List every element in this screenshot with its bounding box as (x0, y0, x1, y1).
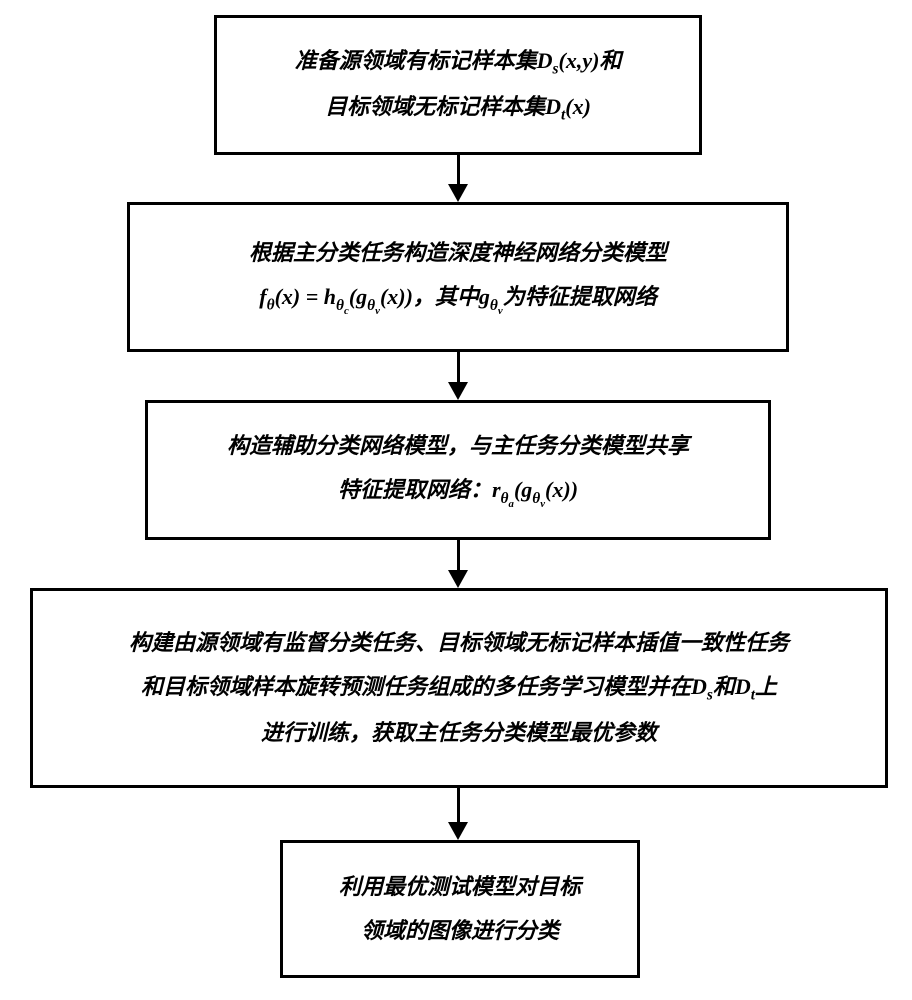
node-5-line-1: 利用最优测试模型对目标 (339, 865, 581, 909)
flow-node-4: 构建由源领域有监督分类任务、目标领域无标记样本插值一致性任务 和目标领域样本旋转… (30, 588, 888, 788)
node-4-line-2: 和目标领域样本旋转预测任务组成的多任务学习模型并在Ds和Dt上 (141, 665, 777, 711)
arrow-1-2-head (448, 184, 468, 202)
arrow-2-3-head (448, 382, 468, 400)
flow-node-3: 构造辅助分类网络模型，与主任务分类模型共享 特征提取网络：rθa(gθv(x)) (145, 400, 771, 540)
node-3-line-2: 特征提取网络：rθa(gθv(x)) (338, 468, 578, 515)
node-4-line-1: 构建由源领域有监督分类任务、目标领域无标记样本插值一致性任务 (129, 621, 789, 665)
flow-node-5: 利用最优测试模型对目标 领域的图像进行分类 (280, 840, 640, 978)
flow-node-2: 根据主分类任务构造深度神经网络分类模型 fθ(x) = hθc(gθv(x))，… (127, 202, 789, 352)
flow-node-1: 准备源领域有标记样本集Ds(x,y)和 目标领域无标记样本集Dt(x) (214, 15, 702, 155)
node-3-line-1: 构造辅助分类网络模型，与主任务分类模型共享 (227, 424, 689, 468)
arrow-3-4-head (448, 570, 468, 588)
arrow-3-4-shaft (457, 540, 460, 573)
arrow-1-2-shaft (457, 155, 460, 187)
arrow-4-5-shaft (457, 788, 460, 825)
node-1-line-2: 目标领域无标记样本集Dt(x) (325, 85, 591, 131)
arrow-2-3-shaft (457, 352, 460, 385)
node-1-line-1: 准备源领域有标记样本集Ds(x,y)和 (295, 39, 622, 85)
node-4-line-3: 进行训练，获取主任务分类模型最优参数 (261, 711, 657, 755)
node-2-line-2: fθ(x) = hθc(gθv(x))，其中gθv为特征提取网络 (259, 275, 656, 322)
node-5-line-2: 领域的图像进行分类 (361, 909, 559, 953)
arrow-4-5-head (448, 822, 468, 840)
node-2-line-1: 根据主分类任务构造深度神经网络分类模型 (249, 231, 667, 275)
flowchart-canvas: 准备源领域有标记样本集Ds(x,y)和 目标领域无标记样本集Dt(x) 根据主分… (0, 0, 912, 1000)
